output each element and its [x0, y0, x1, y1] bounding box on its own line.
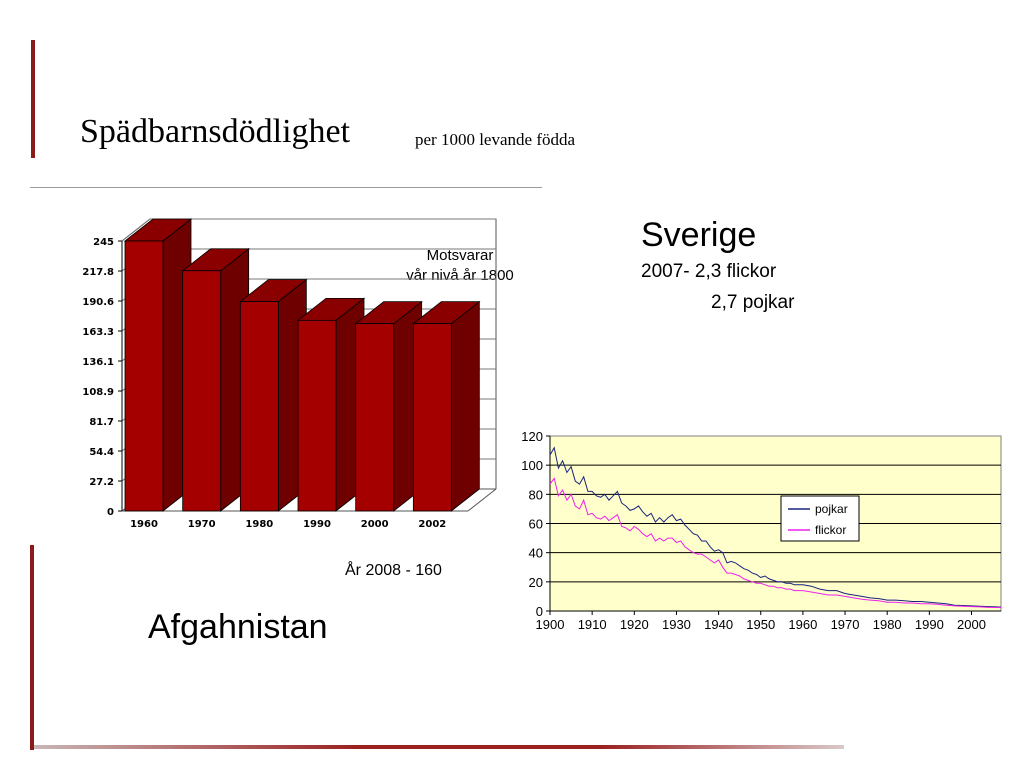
legend-label-flickor: flickor	[815, 523, 846, 537]
bar-front	[124, 240, 164, 512]
sweden-boys-rate: 2,7 pojkar	[711, 292, 795, 313]
bar	[354, 300, 423, 512]
y-tick-label: 81.7	[89, 417, 114, 428]
year-2008-label: År 2008 - 160	[345, 562, 442, 579]
bar	[181, 247, 250, 512]
x-tick-label: 1960	[788, 617, 817, 632]
y-tick-label: 54.4	[89, 447, 114, 458]
x-tick-label: 1980	[245, 519, 273, 530]
y-tick-label: 40	[529, 546, 543, 561]
x-tick-label: 1990	[915, 617, 944, 632]
bar	[296, 297, 366, 512]
x-tick-label: 1940	[704, 617, 733, 632]
bar-front	[412, 323, 452, 512]
y-tick-label: 100	[521, 458, 543, 473]
y-tick-label: 136.1	[82, 357, 114, 368]
y-tick-label: 163.3	[82, 327, 114, 338]
afghanistan-label: Afgahnistan	[148, 608, 328, 646]
left-accent-bar-bottom	[30, 545, 34, 750]
x-tick-label: 2000	[361, 519, 389, 530]
bar-front	[355, 323, 395, 512]
slide-title: Spädbarnsdödlighet	[80, 113, 351, 150]
x-tick-label: 2002	[418, 519, 446, 530]
slide-subtitle: per 1000 levande födda	[415, 130, 576, 149]
note-line-1: Motsvarar	[426, 247, 494, 264]
y-tick-label: 217.8	[82, 267, 114, 278]
afghanistan-bar-chart: 0 27.2 54.4 81.7 108.9 136.1 163.3 190.6 217.8 24…	[82, 218, 497, 530]
legend-box	[780, 495, 860, 542]
y-tick-label: 20	[529, 575, 543, 590]
legend-label-pojkar: pojkar	[815, 502, 848, 516]
bottom-accent-bar	[34, 745, 844, 749]
x-tick-label: 1990	[303, 519, 331, 530]
x-tick-label: 1950	[746, 617, 775, 632]
sweden-label: Sverige	[641, 216, 757, 254]
y-tick-label: 190.6	[82, 297, 114, 308]
bar	[123, 218, 193, 512]
y-tick-label: 120	[521, 429, 543, 444]
title-divider	[30, 187, 542, 188]
y-tick-label: 60	[529, 517, 543, 532]
y-tick-label: 108.9	[82, 387, 114, 398]
y-tick-label: 0	[536, 604, 543, 619]
x-tick-label: 2000	[957, 617, 986, 632]
series-line-pojkar	[549, 446, 1002, 608]
note-line-2: vår nivå år 1800	[406, 267, 514, 284]
x-tick-label: 1980	[873, 617, 902, 632]
series-line-flickor	[549, 477, 1002, 609]
y-tick-label: 245	[93, 237, 114, 248]
y-tick-label: 27.2	[89, 477, 114, 488]
sweden-line-chart: 0 20 40 60 80 100 120 1900 1910 1920 1930 1940 1950 1…	[521, 429, 1002, 632]
floor-edge-right	[467, 488, 497, 512]
note-text: Motsvarar vår nivå år 1800	[380, 246, 540, 286]
x-tick-label: 1970	[188, 519, 216, 530]
bar	[412, 300, 481, 512]
x-tick-label: 1960	[130, 519, 158, 530]
x-tick-label: 1930	[662, 617, 691, 632]
legend: pojkar flickor	[780, 495, 860, 542]
bar-front	[297, 319, 337, 512]
bar-front	[182, 270, 222, 512]
x-tick-label: 1920	[620, 617, 649, 632]
sweden-girls-rate: 2007- 2,3 flickor	[641, 261, 777, 282]
bar	[239, 278, 308, 512]
bar-front	[239, 301, 279, 512]
x-tick-label: 1970	[831, 617, 860, 632]
y-tick-label: 0	[107, 507, 114, 518]
y-tick-label: 80	[529, 487, 543, 502]
gridline-side	[121, 218, 151, 242]
bar-side	[450, 300, 480, 512]
left-accent-bar-top	[31, 40, 35, 158]
x-tick-label: 1910	[578, 617, 607, 632]
x-tick-label: 1900	[536, 617, 565, 632]
